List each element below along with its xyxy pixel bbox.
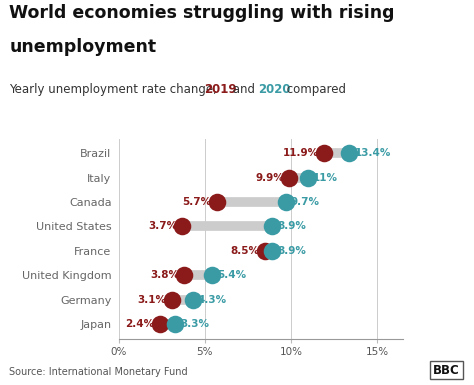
Text: unemployment: unemployment	[9, 38, 156, 57]
Text: 5.7%: 5.7%	[182, 197, 211, 207]
Point	[346, 150, 353, 156]
Text: 9.7%: 9.7%	[291, 197, 320, 207]
Text: 2019: 2019	[204, 83, 237, 96]
Text: World economies struggling with rising: World economies struggling with rising	[9, 4, 395, 22]
Text: 3.8%: 3.8%	[150, 270, 179, 280]
Text: Yearly unemployment rate change,: Yearly unemployment rate change,	[9, 83, 221, 96]
Point	[304, 174, 312, 181]
Text: 11.9%: 11.9%	[283, 148, 319, 158]
Text: 3.3%: 3.3%	[181, 319, 210, 329]
Point	[285, 174, 293, 181]
Point	[261, 248, 269, 254]
Text: Source: International Monetary Fund: Source: International Monetary Fund	[9, 367, 188, 377]
Point	[268, 223, 276, 229]
Point	[156, 321, 164, 327]
Point	[180, 272, 188, 278]
Point	[172, 321, 179, 327]
Point	[320, 150, 328, 156]
Text: 3.1%: 3.1%	[138, 295, 167, 305]
Text: 8.9%: 8.9%	[277, 221, 306, 231]
Point	[208, 272, 215, 278]
Point	[189, 297, 196, 303]
Text: 11%: 11%	[313, 172, 338, 182]
Text: BBC: BBC	[433, 363, 460, 377]
Text: and: and	[229, 83, 259, 96]
Text: 8.5%: 8.5%	[231, 246, 260, 256]
Point	[282, 199, 290, 205]
Text: 13.4%: 13.4%	[355, 148, 391, 158]
Point	[268, 248, 276, 254]
Text: 2.4%: 2.4%	[126, 319, 155, 329]
Text: compared: compared	[283, 83, 346, 96]
Point	[179, 223, 186, 229]
Text: 9.9%: 9.9%	[255, 172, 284, 182]
Text: 8.9%: 8.9%	[277, 246, 306, 256]
Text: 3.7%: 3.7%	[148, 221, 177, 231]
Text: 4.3%: 4.3%	[198, 295, 227, 305]
Point	[168, 297, 176, 303]
Text: 2020: 2020	[259, 83, 291, 96]
Text: 5.4%: 5.4%	[217, 270, 246, 280]
Point	[213, 199, 220, 205]
